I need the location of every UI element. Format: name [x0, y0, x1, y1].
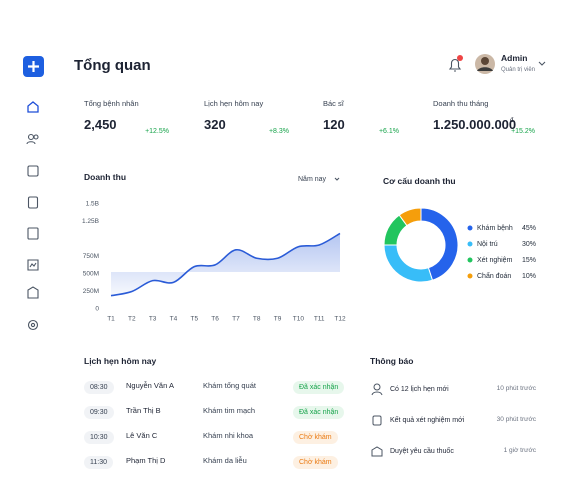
notification-text: Có 12 lịch hẹn mới	[390, 386, 449, 393]
nav-home[interactable]	[27, 101, 39, 113]
stat-value: 320	[204, 117, 226, 132]
chart-title: Cơ cấu doanh thu	[383, 176, 456, 186]
x-tick-label: T10	[293, 316, 305, 323]
y-tick-label: 1.5B	[86, 201, 99, 208]
x-tick-label: T3	[149, 316, 157, 323]
area	[111, 233, 340, 296]
stat-label: Doanh thu tháng	[433, 99, 489, 108]
legend-swatch	[467, 225, 473, 231]
notification-icon	[372, 415, 382, 426]
section-title: Thông báo	[370, 356, 414, 366]
notification-icon	[371, 446, 383, 457]
value-label: 15%	[522, 257, 536, 264]
patient-name: Trần Thị B	[126, 406, 161, 415]
legend-swatch	[467, 273, 473, 279]
service: Khám da liễu	[203, 456, 247, 465]
x-tick-label: T1	[107, 316, 115, 323]
section-title: Lịch hẹn hôm nay	[84, 356, 157, 366]
nav-settings[interactable]	[27, 319, 39, 331]
patient-name: Phạm Thị D	[126, 456, 166, 465]
y-tick-label: 250M	[83, 288, 99, 295]
stat-change: +8.3%	[268, 128, 289, 135]
x-tick-label: T11	[314, 316, 325, 323]
stat-label: Tổng bệnh nhân	[84, 99, 139, 108]
x-tick-label: T2	[128, 316, 136, 323]
notification-time: 10 phút trước	[496, 385, 536, 392]
x-tick-label: T7	[232, 316, 240, 323]
user-menu-caret[interactable]	[538, 61, 546, 66]
nav-hospital[interactable]	[27, 227, 39, 240]
status-pill: Đã xác nhận	[293, 406, 345, 419]
page-title: Tổng quan	[74, 57, 151, 74]
x-tick-label: T6	[211, 316, 219, 323]
legend-label: Xét nghiệm	[477, 257, 513, 264]
stat-label: Bác sĩ	[323, 99, 344, 108]
x-tick-label: T8	[253, 316, 261, 323]
filter-caret	[334, 177, 340, 181]
stat-currency: đ	[510, 118, 514, 124]
nav-users[interactable]	[26, 133, 39, 145]
donut-segment	[398, 207, 422, 227]
nav-calendar[interactable]	[27, 165, 39, 177]
y-tick-label: 500M	[83, 271, 99, 278]
service: Khám tổng quát	[203, 381, 256, 390]
nav-services[interactable]	[27, 286, 39, 299]
time-pill: 10:30	[84, 431, 114, 444]
stat-change: +12.5%	[145, 128, 169, 135]
value-label: 10%	[522, 273, 536, 280]
service: Khám nhi khoa	[203, 431, 254, 440]
line	[110, 232, 341, 297]
filter-dropdown[interactable]: Năm nay	[298, 176, 327, 183]
user-name: Admin	[501, 53, 528, 63]
logo-plus	[28, 61, 39, 72]
legend-swatch	[467, 241, 473, 247]
x-tick-label: T9	[274, 316, 282, 323]
bell-badge	[457, 55, 463, 61]
stat-change: +6.1%	[378, 128, 399, 135]
donut-segment	[383, 244, 434, 283]
notification-time: 1 giờ trước	[503, 447, 536, 454]
value-label: 30%	[522, 241, 536, 248]
legend-label: Khám bệnh	[477, 225, 513, 232]
nav-reports[interactable]	[27, 259, 39, 271]
stat-change: +15.2%	[511, 128, 535, 135]
notification-text: Kết quả xét nghiệm mới	[390, 417, 465, 424]
status-pill: Đã xác nhận	[293, 381, 345, 394]
y-tick-label: 1.25B	[82, 218, 99, 225]
user-role: Quản trị viên	[501, 67, 536, 73]
bell[interactable]	[448, 58, 462, 72]
patient-name: Nguyễn Văn A	[126, 381, 174, 390]
notification-icon	[371, 383, 383, 396]
time-pill: 08:30	[84, 381, 114, 394]
notification-text: Duyệt yêu cầu thuốc	[390, 448, 454, 455]
legend-label: Chẩn đoán	[477, 272, 511, 280]
stat-value: 1.250.000.000	[433, 117, 517, 132]
stat-value: 2,450	[84, 117, 117, 132]
status-pill: Chờ khám	[293, 456, 338, 469]
stat-label: Lịch hẹn hôm nay	[204, 99, 264, 108]
legend-label: Nội trú	[477, 241, 498, 248]
chart-title: Doanh thu	[84, 172, 127, 182]
value-label: 45%	[522, 225, 536, 232]
patient-name: Lê Văn C	[126, 431, 158, 440]
nav-records[interactable]	[27, 196, 39, 209]
legend-swatch	[467, 257, 473, 263]
service: Khám tim mạch	[203, 406, 256, 415]
y-tick-label: 0	[95, 306, 99, 313]
x-tick-label: T4	[170, 316, 178, 323]
time-pill: 11:30	[84, 456, 113, 469]
x-tick-label: T12	[334, 316, 346, 323]
notification-time: 30 phút trước	[496, 416, 536, 423]
time-pill: 09:30	[84, 406, 114, 419]
y-tick-label: 750M	[83, 253, 99, 260]
stat-value: 120	[323, 117, 345, 132]
status-pill: Chờ khám	[293, 431, 338, 444]
x-tick-label: T5	[190, 316, 198, 323]
